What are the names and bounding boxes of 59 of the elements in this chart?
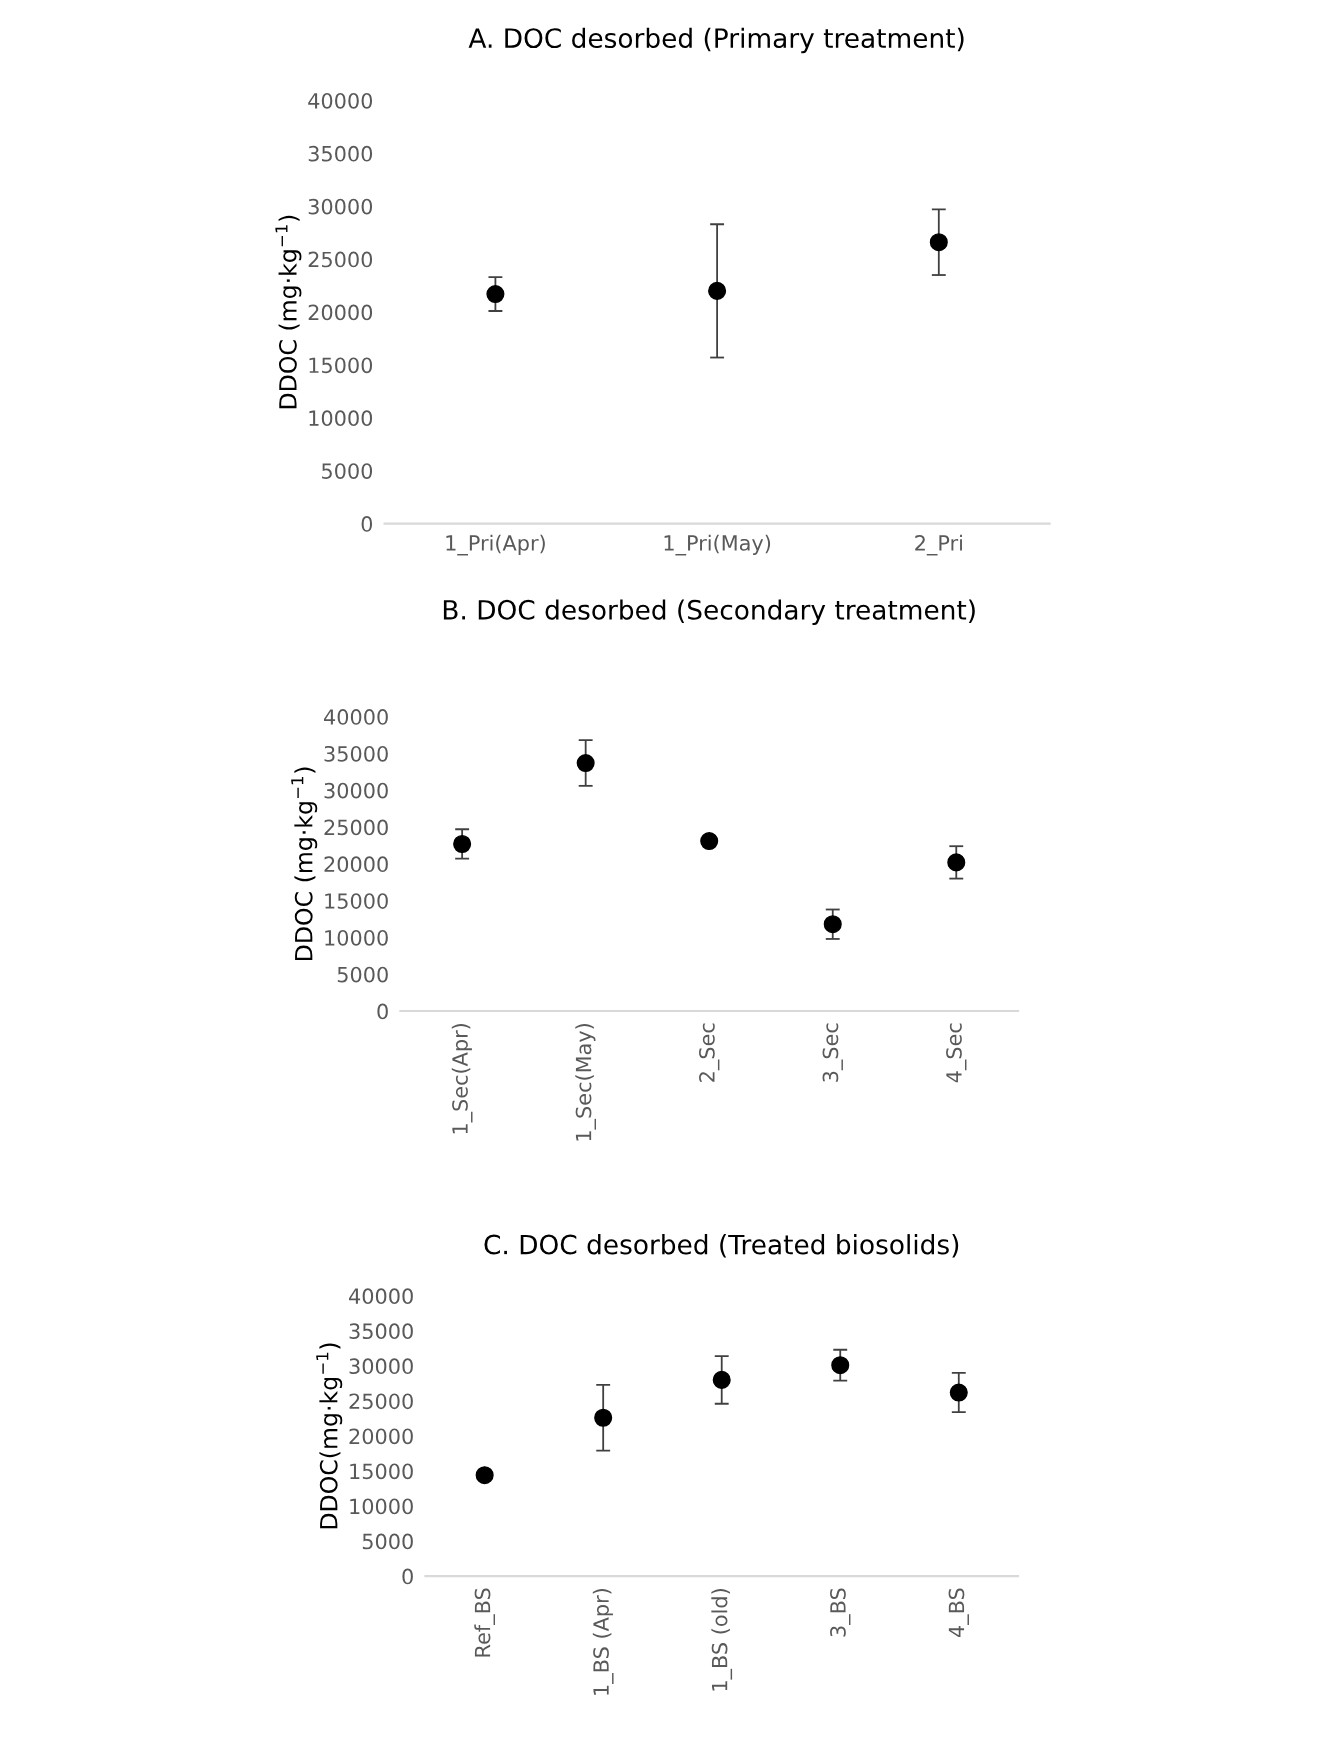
point [576, 754, 595, 773]
y-axis-title: DDOC(mg·kg$^{−1}$) [316, 1343, 343, 1529]
y-tick-label: 15000 [350, 1463, 413, 1480]
y-tick-label: 0 [402, 1568, 413, 1585]
x-tick-label: 2_Sec [699, 1023, 720, 1082]
point [486, 285, 505, 304]
y-tick-label: 30000 [349, 1358, 413, 1375]
y-tick-label: 25000 [349, 1393, 413, 1410]
y-tick-label: 10000 [325, 929, 388, 946]
x-tick-label: 4_Sec [946, 1023, 967, 1083]
x-tick-label: 2_Pri [915, 534, 962, 556]
point [453, 834, 472, 854]
point [947, 853, 966, 872]
y-tick-label: 20000 [349, 1428, 413, 1445]
y-tick-label: 5000 [322, 463, 373, 479]
y-tick-label: 20000 [308, 304, 373, 321]
x-tick-label: 1_Pri(May) [664, 534, 771, 556]
y-tick-label: 35000 [349, 1323, 413, 1340]
y-tick-label: 40000 [349, 1288, 413, 1305]
y-tick-label: 25000 [308, 251, 373, 268]
x-tick-label: 1_Sec(May) [575, 1023, 597, 1141]
y-tick-label: 15000 [325, 893, 388, 909]
chart-title: B. DOC desorbed (Secondary treatment) [443, 599, 975, 625]
x-tick-label: 1_Sec(Apr) [451, 1023, 473, 1134]
x-tick-label: 1_BS (Apr) [592, 1589, 614, 1695]
chart-title: C. DOC desorbed (Treated biosolids) [484, 1234, 959, 1258]
y-tick-label: 40000 [308, 92, 373, 109]
y-tick-label: 40000 [324, 709, 388, 725]
y-tick-label: 0 [377, 1003, 388, 1020]
point [712, 1370, 731, 1389]
y-tick-label: 5000 [337, 966, 388, 983]
point [949, 1383, 968, 1402]
x-tick-label: Ref_BS [474, 1588, 496, 1657]
y-tick-label: 10000 [350, 1498, 413, 1515]
point [594, 1408, 613, 1427]
y-tick-label: 5000 [362, 1533, 413, 1550]
y-tick-label: 30000 [308, 198, 373, 215]
point [823, 915, 842, 934]
point [831, 1356, 850, 1375]
y-tick-label: 15000 [309, 357, 373, 374]
point [475, 1466, 494, 1485]
x-tick-label: 3_Sec [822, 1023, 843, 1082]
y-tick-label: 35000 [308, 145, 373, 162]
x-tick-label: 1_BS (old) [711, 1589, 733, 1691]
point [700, 832, 719, 851]
y-tick-label: 25000 [324, 819, 388, 836]
y-tick-label: 20000 [324, 856, 388, 873]
y-tick-label: 30000 [324, 782, 388, 799]
y-tick-label: 35000 [324, 745, 388, 762]
x-tick-label: 1_Pri(Apr) [446, 534, 545, 556]
y-tick-label: 10000 [309, 410, 373, 427]
y-axis-title: DDOC (mg·kg$^{−1}$) [291, 767, 318, 961]
chart-title: A. DOC desorbed (Primary treatment) [468, 27, 964, 54]
y-tick-label: 0 [361, 516, 373, 532]
x-tick-label: 3_BS [830, 1588, 851, 1637]
point [929, 233, 948, 252]
point [708, 281, 727, 300]
x-tick-label: 4_BS [948, 1588, 969, 1638]
y-axis-title: DDOC (mg·kg$^{−1}$) [275, 215, 302, 409]
